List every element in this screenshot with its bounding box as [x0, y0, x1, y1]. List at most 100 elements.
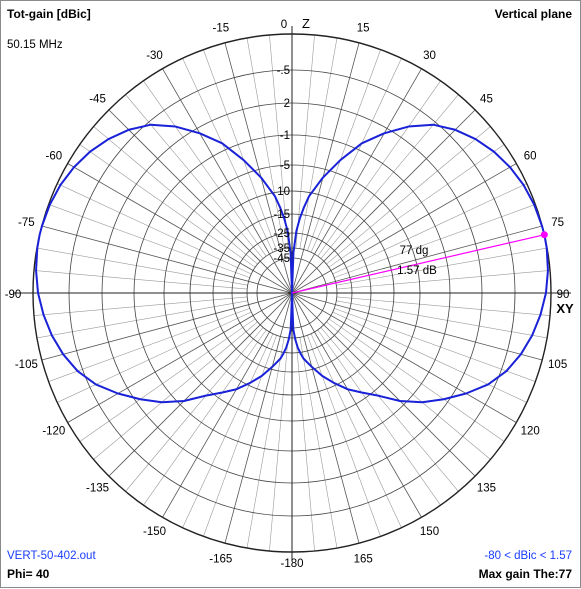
spoke-line: [41, 225, 293, 294]
angle-tick-label: -180: [280, 558, 303, 570]
spoke-line: [67, 163, 293, 294]
spoke-line: [291, 292, 517, 423]
angle-tick-label: 15: [357, 22, 370, 34]
spoke-line: [291, 68, 422, 294]
angle-tick-label: 105: [548, 359, 567, 371]
ring-label: -45: [273, 253, 290, 265]
pattern-lobe-left: [35, 123, 293, 404]
ring-label: 2: [284, 98, 290, 110]
ring-label: -.5: [277, 65, 290, 77]
file-name: VERT-50-402.out: [7, 550, 96, 562]
xy-axis-label: XY: [556, 301, 574, 316]
angle-tick-label: -165: [209, 554, 232, 566]
spoke-line: [203, 335, 277, 537]
spoke-line: [291, 42, 360, 294]
ring-label: -15: [273, 209, 290, 221]
spoke-line: [291, 292, 543, 361]
angle-tick-label: -75: [18, 217, 35, 229]
spoke-line: [162, 68, 293, 294]
spoke-line: [291, 292, 360, 544]
angle-tick-label: -15: [213, 22, 230, 34]
spoke-line: [48, 308, 250, 382]
marker-gain-label: 1.57 dB: [397, 265, 437, 277]
ring-label: -1: [280, 130, 290, 142]
spoke-line: [291, 163, 517, 294]
spoke-line: [48, 204, 250, 278]
spoke-line: [57, 311, 252, 403]
spoke-line: [224, 42, 293, 294]
angle-tick-label: -105: [15, 359, 38, 371]
spoke-line: [291, 109, 476, 294]
spoke-line: [79, 318, 256, 442]
angle-tick-label: 120: [521, 426, 540, 438]
spoke-line: [162, 292, 293, 518]
polar-grid: [13, 26, 571, 560]
angle-tick-label: 165: [354, 554, 373, 566]
spoke-line: [203, 49, 277, 251]
spoke-line: [317, 329, 441, 506]
spoke-line: [310, 58, 402, 253]
marker-angle-label: 77 dg: [400, 245, 429, 257]
angle-tick-label: 60: [524, 151, 537, 163]
spoke-line: [307, 335, 381, 537]
ring-label: -5: [280, 160, 290, 172]
angle-tick-label: 135: [477, 482, 496, 494]
spoke-line: [328, 318, 505, 442]
spoke-line: [41, 292, 293, 361]
angle-tick-label: -45: [89, 94, 106, 106]
spoke-line: [317, 80, 441, 257]
spoke-line: [67, 292, 293, 423]
ring-label: -35: [273, 243, 290, 255]
angle-tick-label: 30: [423, 50, 436, 62]
max-gain-label: Max gain The:77: [478, 567, 572, 581]
phi-label: Phi= 40: [7, 567, 50, 581]
ring-label: -25: [273, 228, 290, 240]
angle-tick-label: 75: [551, 217, 564, 229]
spoke-line: [108, 109, 293, 294]
spoke-line: [224, 292, 293, 544]
polar-labels: -.52-1-510-15-25-35-450 15304560759010512…: [5, 16, 574, 570]
spoke-line: [332, 183, 527, 275]
spoke-line: [334, 308, 536, 382]
plane-title: Vertical plane: [494, 7, 572, 21]
spoke-line: [79, 144, 256, 268]
max-gain-line: [291, 233, 548, 294]
angle-tick-label: 150: [420, 526, 439, 538]
spoke-line: [310, 333, 402, 528]
frequency-label: 50.15 MHz: [7, 39, 63, 51]
spoke-line: [108, 292, 293, 477]
spoke-line: [93, 126, 258, 265]
z-axis-label: Z: [302, 16, 310, 31]
angle-tick-label: -90: [5, 289, 22, 301]
angle-tick-label: -30: [146, 50, 163, 62]
angle-tick-label: 90: [557, 289, 570, 301]
angle-tick-label: 45: [480, 94, 493, 106]
angle-tick-label: -150: [143, 526, 166, 538]
spoke-line: [320, 327, 459, 492]
spoke-line: [326, 126, 491, 265]
angle-tick-label: 0: [281, 19, 287, 31]
spoke-line: [57, 183, 252, 275]
spoke-line: [291, 292, 476, 477]
pattern-lobe-right: [291, 123, 549, 404]
spoke-line: [291, 225, 543, 294]
chart-title: Tot-gain [dBic]: [7, 7, 91, 21]
spoke-line: [291, 292, 422, 518]
spoke-line: [182, 58, 274, 253]
spoke-line: [320, 94, 459, 259]
spoke-line: [125, 94, 264, 259]
spoke-line: [307, 49, 381, 251]
gain-range-label: -80 < dBic < 1.57: [484, 550, 572, 562]
spoke-line: [125, 327, 264, 492]
angle-tick-label: -120: [42, 426, 65, 438]
max-gain-dot: [540, 231, 548, 239]
spoke-line: [182, 333, 274, 528]
angle-tick-label: -60: [46, 151, 63, 163]
spoke-line: [332, 311, 527, 403]
radiation-pattern: [35, 123, 549, 404]
spoke-line: [143, 80, 267, 257]
angle-tick-label: -135: [86, 482, 109, 494]
ring-label: 10: [277, 186, 290, 198]
